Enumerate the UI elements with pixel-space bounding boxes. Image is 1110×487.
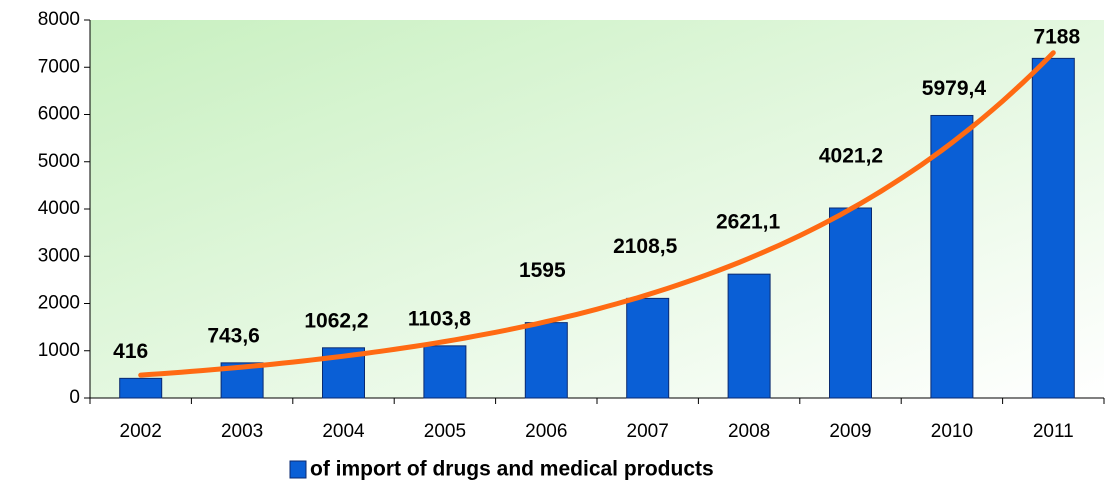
y-tick-label: 4000: [38, 198, 80, 219]
bar: [626, 297, 670, 399]
bar: [1031, 57, 1075, 399]
y-tick-label: 5000: [38, 151, 80, 172]
bar: [829, 207, 872, 399]
y-tick-label: 8000: [38, 9, 80, 30]
value-label: 1062,2: [304, 309, 368, 332]
y-tick-label: 3000: [38, 245, 80, 266]
value-label: 1595: [519, 259, 566, 282]
bar: [930, 114, 974, 399]
legend-swatch: [289, 460, 307, 479]
bar: [727, 273, 771, 399]
value-label: 2621,1: [716, 211, 781, 234]
legend-label: of import of drugs and medical products: [310, 458, 714, 481]
x-tick-label: 2010: [931, 421, 973, 442]
x-tick-label: 2005: [424, 421, 466, 442]
y-tick-label: 2000: [38, 293, 80, 314]
x-tick-label: 2002: [120, 421, 162, 442]
bar: [524, 322, 568, 399]
value-label: 416: [113, 340, 148, 363]
bar: [423, 345, 467, 399]
x-tick-label: 2008: [728, 421, 770, 442]
x-tick-label: 2009: [829, 421, 871, 442]
y-tick-label: 1000: [38, 340, 80, 361]
value-label: 5979,4: [922, 77, 987, 100]
y-tick-label: 0: [69, 387, 80, 408]
value-label: 7188: [1033, 26, 1080, 49]
value-label: 4021,2: [819, 145, 883, 168]
trendline: [138, 50, 1056, 378]
x-tick-label: 2011: [1033, 421, 1074, 442]
value-label: 743,6: [207, 324, 260, 347]
y-tick-label: 6000: [38, 104, 80, 125]
value-label: 2108,5: [613, 235, 678, 258]
x-tick-label: 2007: [627, 421, 669, 442]
value-label: 1103,8: [408, 307, 471, 330]
y-tick-label: 7000: [38, 56, 80, 77]
x-tick-label: 2003: [221, 421, 263, 442]
x-tick-label: 2004: [322, 421, 365, 442]
bar: [119, 377, 163, 399]
x-tick-label: 2006: [525, 421, 567, 442]
